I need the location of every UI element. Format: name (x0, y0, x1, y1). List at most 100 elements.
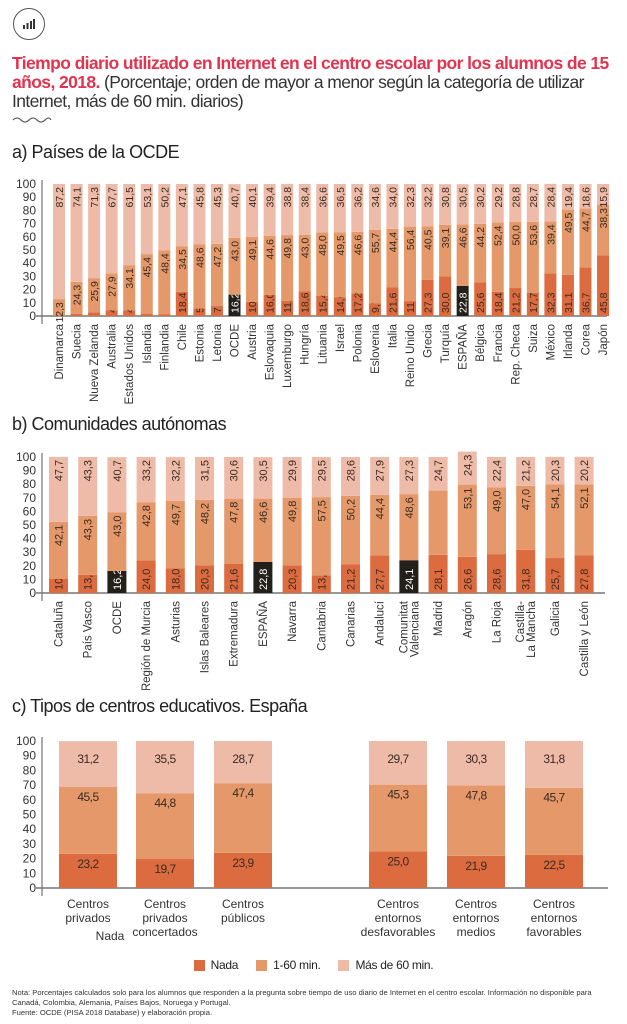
bar-segment-m-s-de-60-min- (579, 184, 592, 209)
category-label: Región de Murcia (141, 600, 153, 690)
y-tick-label: 80 (23, 203, 37, 217)
category-label: Japón (598, 324, 610, 355)
section-c-title: c) Tipos de centros educativos. España (12, 696, 308, 716)
category-label: Centros (144, 897, 186, 911)
data-label: 36,7 (581, 292, 593, 313)
bar-segment-nada (158, 314, 171, 316)
data-label: 31,2 (77, 752, 99, 766)
bar-segment-nada (439, 276, 452, 316)
bar-segment-nada (351, 293, 364, 316)
data-label: 16,2 (112, 569, 124, 590)
category-label: Bélgica (475, 323, 487, 361)
bar-segment-nada (487, 554, 506, 593)
data-label: 28,7 (528, 187, 540, 208)
data-label: 44,6 (265, 239, 277, 260)
data-label: 42,8 (141, 505, 153, 526)
bar-segment-nada (456, 285, 469, 316)
bar-segment-m-s-de-60-min- (428, 457, 448, 491)
data-label: 44,8 (154, 796, 176, 810)
data-label: 47,8 (465, 789, 487, 803)
category-label: Estonia (194, 323, 206, 362)
data-label: 30,5 (458, 187, 470, 208)
y-tick-label: 100 (16, 734, 36, 748)
data-label: 55,7 (370, 233, 382, 254)
data-label: 47,0 (521, 489, 533, 510)
category-label: Rep. Checa (510, 323, 522, 384)
bar-segment-nada (368, 303, 381, 316)
data-label: 19,4 (563, 187, 575, 208)
category-label: Dinamarca (54, 323, 66, 379)
bar-segment-1-60-min- (88, 278, 101, 313)
bar-segment-nada (404, 301, 416, 316)
data-label: 28,6 (492, 569, 504, 590)
bar-segment-1-60-min- (53, 299, 65, 316)
data-label: 30,0 (440, 292, 452, 313)
bar-segment-m-s-de-60-min- (368, 184, 381, 230)
category-label: Canarias (346, 601, 358, 647)
data-label: 28,1 (433, 569, 445, 590)
data-label: 54,1 (550, 487, 562, 508)
data-label: 35,5 (154, 752, 176, 766)
legend-swatch-nada (193, 959, 205, 971)
data-label: 18,0 (170, 569, 182, 590)
bar-segment-1-60-min- (370, 494, 390, 556)
bar-segment-nada (88, 312, 101, 316)
data-label: 47,2 (212, 247, 224, 268)
legend-swatch-1-60 (256, 959, 268, 971)
data-label: 53,6 (528, 225, 540, 246)
data-label: 43,3 (83, 460, 95, 481)
y-tick-label: 50 (23, 243, 37, 257)
category-label: Castilla y León (579, 601, 591, 676)
bar-segment-1-60-min- (369, 784, 427, 852)
bar-segment-m-s-de-60-min- (70, 184, 83, 282)
bar-segment-nada (107, 570, 127, 593)
category-label: públicos (221, 911, 265, 925)
data-label: 23,9 (232, 856, 254, 870)
data-label: 74,1 (72, 187, 84, 208)
bar-segment-m-s-de-60-min- (49, 456, 68, 522)
data-label: 49,1 (247, 240, 259, 261)
data-label: 30,5 (258, 460, 270, 481)
legend-label: Más de 60 min. (355, 958, 434, 972)
bar-segment-nada (561, 274, 574, 316)
data-label: 27,3 (404, 460, 416, 481)
bar-segment-m-s-de-60-min- (165, 457, 185, 501)
bar-segment-m-s-de-60-min- (369, 741, 427, 785)
legend-label: Nada (210, 958, 239, 972)
bar-segment-m-s-de-60-min- (105, 184, 118, 274)
data-label: 20,3 (287, 569, 299, 590)
data-label: 30,2 (475, 187, 487, 208)
bar-segment-1-60-min- (421, 226, 434, 280)
bar-segment-m-s-de-60-min- (509, 184, 522, 223)
data-label: 29,2 (493, 187, 505, 208)
category-label: País Vasco (83, 601, 95, 658)
data-label: 31,1 (563, 292, 575, 313)
section-b-title: b) Comunidades autónomas (12, 414, 227, 434)
bar-segment-m-s-de-60-min- (574, 456, 594, 485)
y-tick-label: 20 (23, 852, 37, 866)
data-label: 45,7 (543, 791, 565, 805)
bar-segment-nada (369, 851, 427, 888)
footnote: Nota: Porcentajes calculados solo para l… (12, 988, 622, 1018)
category-label: Irlanda (563, 323, 575, 359)
section-a-title: a) Países de la OCDE (12, 142, 180, 162)
data-label: 34,1 (124, 268, 136, 289)
bar-segment-m-s-de-60-min- (333, 184, 346, 233)
y-tick-label: 10 (23, 572, 37, 586)
category-label: Lituania (317, 323, 329, 364)
bar-segment-nada (574, 555, 594, 593)
bar-segment-1-60-min- (447, 785, 505, 856)
y-tick-label: 90 (23, 464, 37, 478)
bar-segment-m-s-de-60-min- (544, 183, 557, 222)
bar-segment-1-60-min- (281, 235, 294, 301)
category-label: Madrid (433, 601, 445, 636)
bar-segment-m-s-de-60-min- (224, 457, 244, 499)
data-label: 22,4 (492, 460, 504, 481)
bar-segment-m-s-de-60-min- (210, 184, 223, 244)
bar-segment-1-60-min- (263, 236, 276, 295)
category-label: La Rioja (492, 600, 504, 643)
data-label: 28,4 (545, 187, 557, 208)
bar-segment-1-60-min- (474, 223, 487, 283)
data-label: 27,7 (375, 569, 387, 590)
